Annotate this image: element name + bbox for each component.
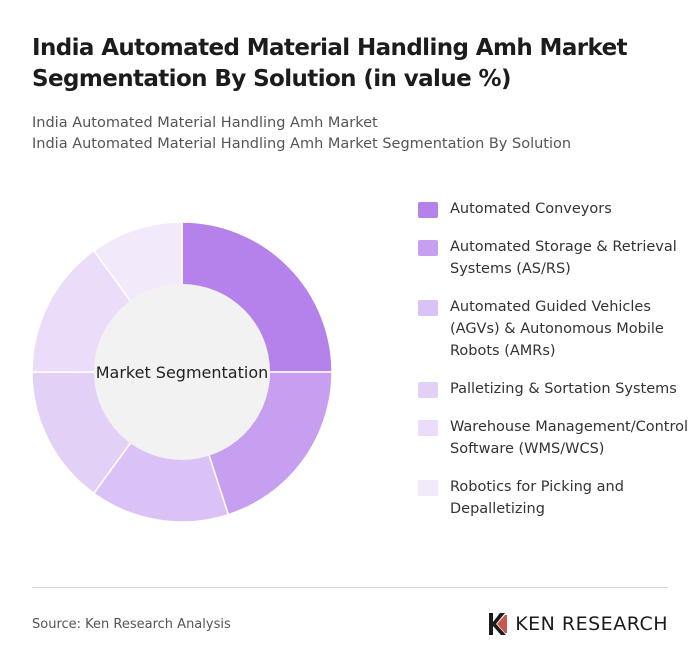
legend-label: Robotics for Picking and Depalletizing (450, 479, 624, 517)
legend-item-3[interactable]: Automated Guided Vehicles (AGVs) & Auton… (418, 296, 688, 362)
legend-label: Palletizing & Sortation Systems (450, 381, 677, 397)
donut-chart: Market Segmentation (31, 221, 333, 523)
legend-item-6[interactable]: Robotics for Picking and Depalletizing (418, 476, 688, 520)
legend-label: Warehouse Management/Control Software (W… (450, 419, 689, 457)
footer-divider (32, 587, 668, 588)
legend-item-1[interactable]: Automated Conveyors (418, 198, 688, 220)
legend-item-2[interactable]: Automated Storage & Retrieval Systems (A… (418, 236, 688, 280)
legend-swatch (418, 382, 438, 398)
legend-swatch (418, 300, 438, 316)
legend-label: Automated Guided Vehicles (AGVs) & Auton… (450, 299, 664, 359)
ken-research-logo-icon (489, 613, 508, 635)
legend-label: Automated Storage & Retrieval Systems (A… (450, 239, 677, 277)
legend-label: Automated Conveyors (450, 201, 612, 217)
subtitle-line-2: India Automated Material Handling Amh Ma… (32, 136, 572, 152)
source-note: Source: Ken Research Analysis (32, 617, 231, 632)
legend-swatch (418, 480, 438, 496)
legend-swatch (418, 420, 438, 436)
chart-subtitle: India Automated Material Handling Amh Ma… (32, 113, 672, 155)
chart-title: India Automated Material Handling Amh Ma… (32, 35, 628, 92)
legend-item-5[interactable]: Warehouse Management/Control Software (W… (418, 416, 688, 460)
donut-hole (94, 284, 270, 460)
subtitle-line-1: India Automated Material Handling Amh Ma… (32, 115, 378, 131)
legend: Automated Conveyors Automated Storage & R… (418, 198, 688, 536)
legend-item-4[interactable]: Palletizing & Sortation Systems (418, 378, 688, 400)
center-label: Market Segmentation (96, 363, 269, 382)
legend-swatch (418, 240, 438, 256)
legend-swatch (418, 202, 438, 218)
brand-logo: KEN RESEARCH (487, 611, 668, 637)
brand-name: KEN RESEARCH (515, 613, 668, 635)
